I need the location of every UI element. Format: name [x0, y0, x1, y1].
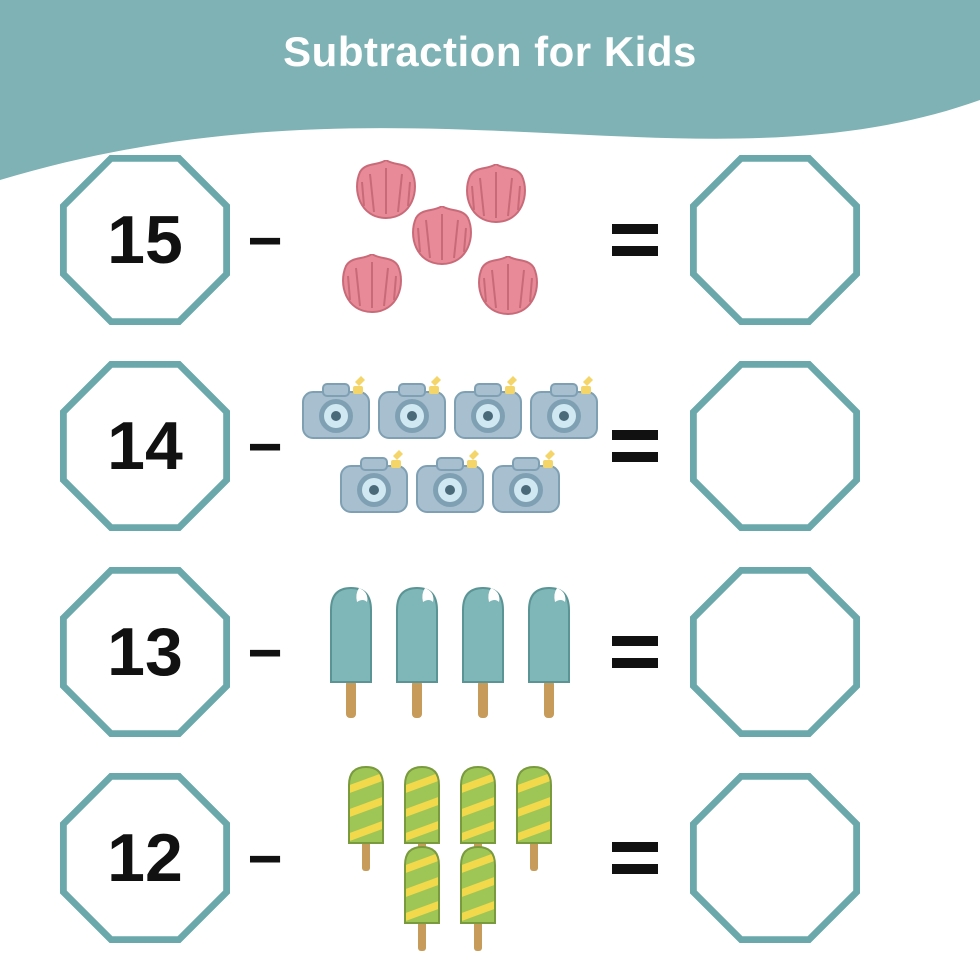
minus-operator: − — [230, 206, 300, 275]
camera-icon — [489, 448, 563, 518]
subtrahend-items — [300, 567, 600, 737]
minus-operator: − — [230, 824, 300, 893]
problem-row: 15 − — [60, 150, 930, 330]
subtrahend-items — [300, 773, 600, 943]
camera-icon — [375, 374, 449, 444]
popsicle-striped-icon — [507, 763, 561, 873]
problem-row: 12 − — [60, 768, 930, 948]
popsicle-icon — [517, 582, 581, 722]
camera-icon — [299, 374, 373, 444]
popsicle-striped-icon — [395, 843, 449, 953]
minuend-value: 12 — [107, 819, 183, 897]
page-title: Subtraction for Kids — [0, 28, 980, 76]
popsicle-icon — [319, 582, 383, 722]
popsicle-icon — [385, 582, 449, 722]
equals-operator — [600, 636, 670, 668]
answer-octagon[interactable] — [690, 155, 860, 325]
problem-row: 13 − — [60, 562, 930, 742]
camera-icon — [337, 448, 411, 518]
shell-icon — [336, 254, 408, 316]
equals-operator — [600, 842, 670, 874]
minuend-value: 14 — [107, 407, 183, 485]
popsicle-striped-icon — [451, 843, 505, 953]
camera-icon — [413, 448, 487, 518]
minuend-value: 13 — [107, 613, 183, 691]
subtrahend-items — [300, 361, 600, 531]
subtrahend-items — [300, 155, 600, 325]
camera-icon — [451, 374, 525, 444]
answer-octagon[interactable] — [690, 773, 860, 943]
minus-operator: − — [230, 412, 300, 481]
shell-icon — [472, 256, 544, 318]
minuend-octagon: 15 — [60, 155, 230, 325]
camera-icon — [527, 374, 601, 444]
minuend-octagon: 13 — [60, 567, 230, 737]
popsicle-striped-icon — [339, 763, 393, 873]
minuend-octagon: 14 — [60, 361, 230, 531]
problem-row: 14 − — [60, 356, 930, 536]
problem-list: 15 − 14 − — [60, 150, 930, 948]
minus-operator: − — [230, 618, 300, 687]
popsicle-icon — [451, 582, 515, 722]
equals-operator — [600, 430, 670, 462]
answer-octagon[interactable] — [690, 361, 860, 531]
equals-operator — [600, 224, 670, 256]
minuend-value: 15 — [107, 201, 183, 279]
shell-icon — [406, 206, 478, 268]
minuend-octagon: 12 — [60, 773, 230, 943]
answer-octagon[interactable] — [690, 567, 860, 737]
